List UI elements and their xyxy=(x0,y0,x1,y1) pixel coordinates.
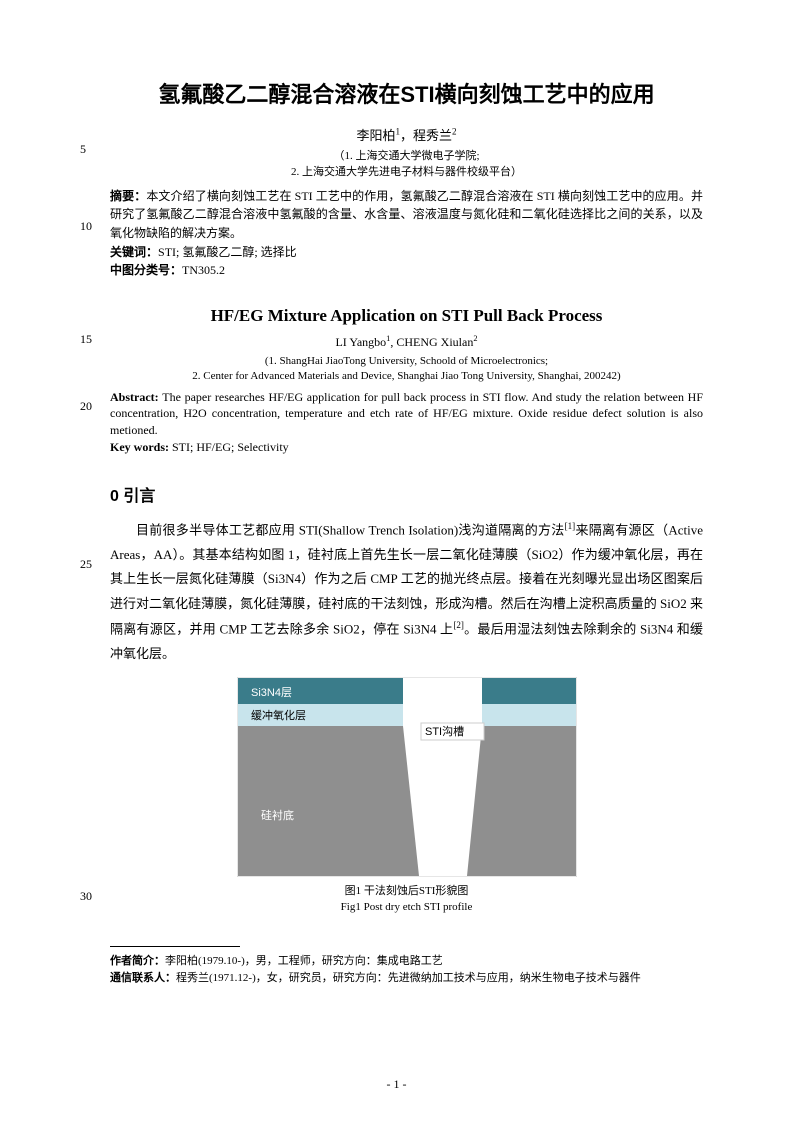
page-number: - 1 - xyxy=(0,1077,793,1092)
affil-en-1: (1. ShangHai JiaoTong University, School… xyxy=(265,355,548,367)
keywords-text-cn: STI; 氢氟酸乙二醇; 选择比 xyxy=(158,245,297,259)
classification-text-cn: TN305.2 xyxy=(182,263,225,277)
abstract-text-cn: 本文介绍了横向刻蚀工艺在 STI 工艺中的作用，氢氟酸乙二醇混合溶液在 STI … xyxy=(110,189,703,240)
authors-english: LI Yangbo1, CHENG Xiulan2 xyxy=(110,334,703,350)
intro-paragraph: 目前很多半导体工艺都应用 STI(Shallow Trench Isolatio… xyxy=(110,518,703,667)
abstract-block-english: Abstract: The paper researches HF/EG app… xyxy=(110,389,703,456)
sti-profile-diagram: Si3N4层缓冲氧化层 STI沟槽硅衬底 xyxy=(237,677,577,877)
affiliation-english: (1. ShangHai JiaoTong University, School… xyxy=(110,354,703,385)
keywords-label-cn: 关键词： xyxy=(110,245,158,259)
footnote-separator xyxy=(110,946,240,947)
svg-text:硅衬底: 硅衬底 xyxy=(261,808,294,822)
abstract-text-en: The paper researches HF/EG application f… xyxy=(110,390,703,438)
svg-text:STI沟槽: STI沟槽 xyxy=(425,725,464,738)
abstract-block-chinese: 摘要：本文介绍了横向刻蚀工艺在 STI 工艺中的作用，氢氟酸乙二醇混合溶液在 S… xyxy=(110,187,703,280)
line-num-15: 15 xyxy=(80,333,92,345)
figure-1-caption: 图1 干法刻蚀后STI形貌图 Fig1 Post dry etch STI pr… xyxy=(110,883,703,916)
line-num-5: 5 xyxy=(80,143,86,155)
affiliation-chinese: （1. 上海交通大学微电子学院; 2. 上海交通大学先进电子材料与器件校级平台） xyxy=(110,148,703,181)
fig-caption-en: Fig1 Post dry etch STI profile xyxy=(341,901,473,913)
line-num-20: 20 xyxy=(80,400,92,412)
footnote-block: 作者简介：李阳柏(1979.10-)，男，工程师，研究方向：集成电路工艺 通信联… xyxy=(110,953,703,988)
author-bio-text: 李阳柏(1979.10-)，男，工程师，研究方向：集成电路工艺 xyxy=(165,955,443,967)
svg-text:缓冲氧化层: 缓冲氧化层 xyxy=(251,708,306,722)
figure-1: Si3N4层缓冲氧化层 STI沟槽硅衬底 xyxy=(237,677,577,877)
title-english: HF/EG Mixture Application on STI Pull Ba… xyxy=(110,306,703,326)
author-bio-label: 作者简介： xyxy=(110,955,165,967)
authors-chinese: 李阳柏1，程秀兰2 xyxy=(110,125,703,144)
line-num-10: 10 xyxy=(80,220,92,232)
svg-text:Si3N4层: Si3N4层 xyxy=(251,686,292,699)
corresponding-label: 通信联系人： xyxy=(110,972,176,984)
keywords-label-en: Key words: xyxy=(110,440,172,454)
abstract-label-en: Abstract: xyxy=(110,390,162,404)
title-chinese: 氢氟酸乙二醇混合溶液在STI横向刻蚀工艺中的应用 xyxy=(110,80,703,111)
fig-caption-cn: 图1 干法刻蚀后STI形貌图 xyxy=(345,885,469,897)
affil-cn-2: 2. 上海交通大学先进电子材料与器件校级平台） xyxy=(291,166,522,178)
affil-en-2: 2. Center for Advanced Materials and Dev… xyxy=(192,370,620,382)
affil-cn-1: （1. 上海交通大学微电子学院; xyxy=(333,150,479,162)
corresponding-text: 程秀兰(1971.12-)，女，研究员，研究方向：先进微纳加工技术与应用，纳米生… xyxy=(176,972,641,984)
abstract-label-cn: 摘要： xyxy=(110,189,146,203)
section-0-header: 0 引言 xyxy=(110,482,703,506)
line-num-25: 25 xyxy=(80,558,92,570)
keywords-text-en: STI; HF/EG; Selectivity xyxy=(172,440,289,454)
line-num-30: 30 xyxy=(80,890,92,902)
classification-label-cn: 中图分类号： xyxy=(110,263,182,277)
